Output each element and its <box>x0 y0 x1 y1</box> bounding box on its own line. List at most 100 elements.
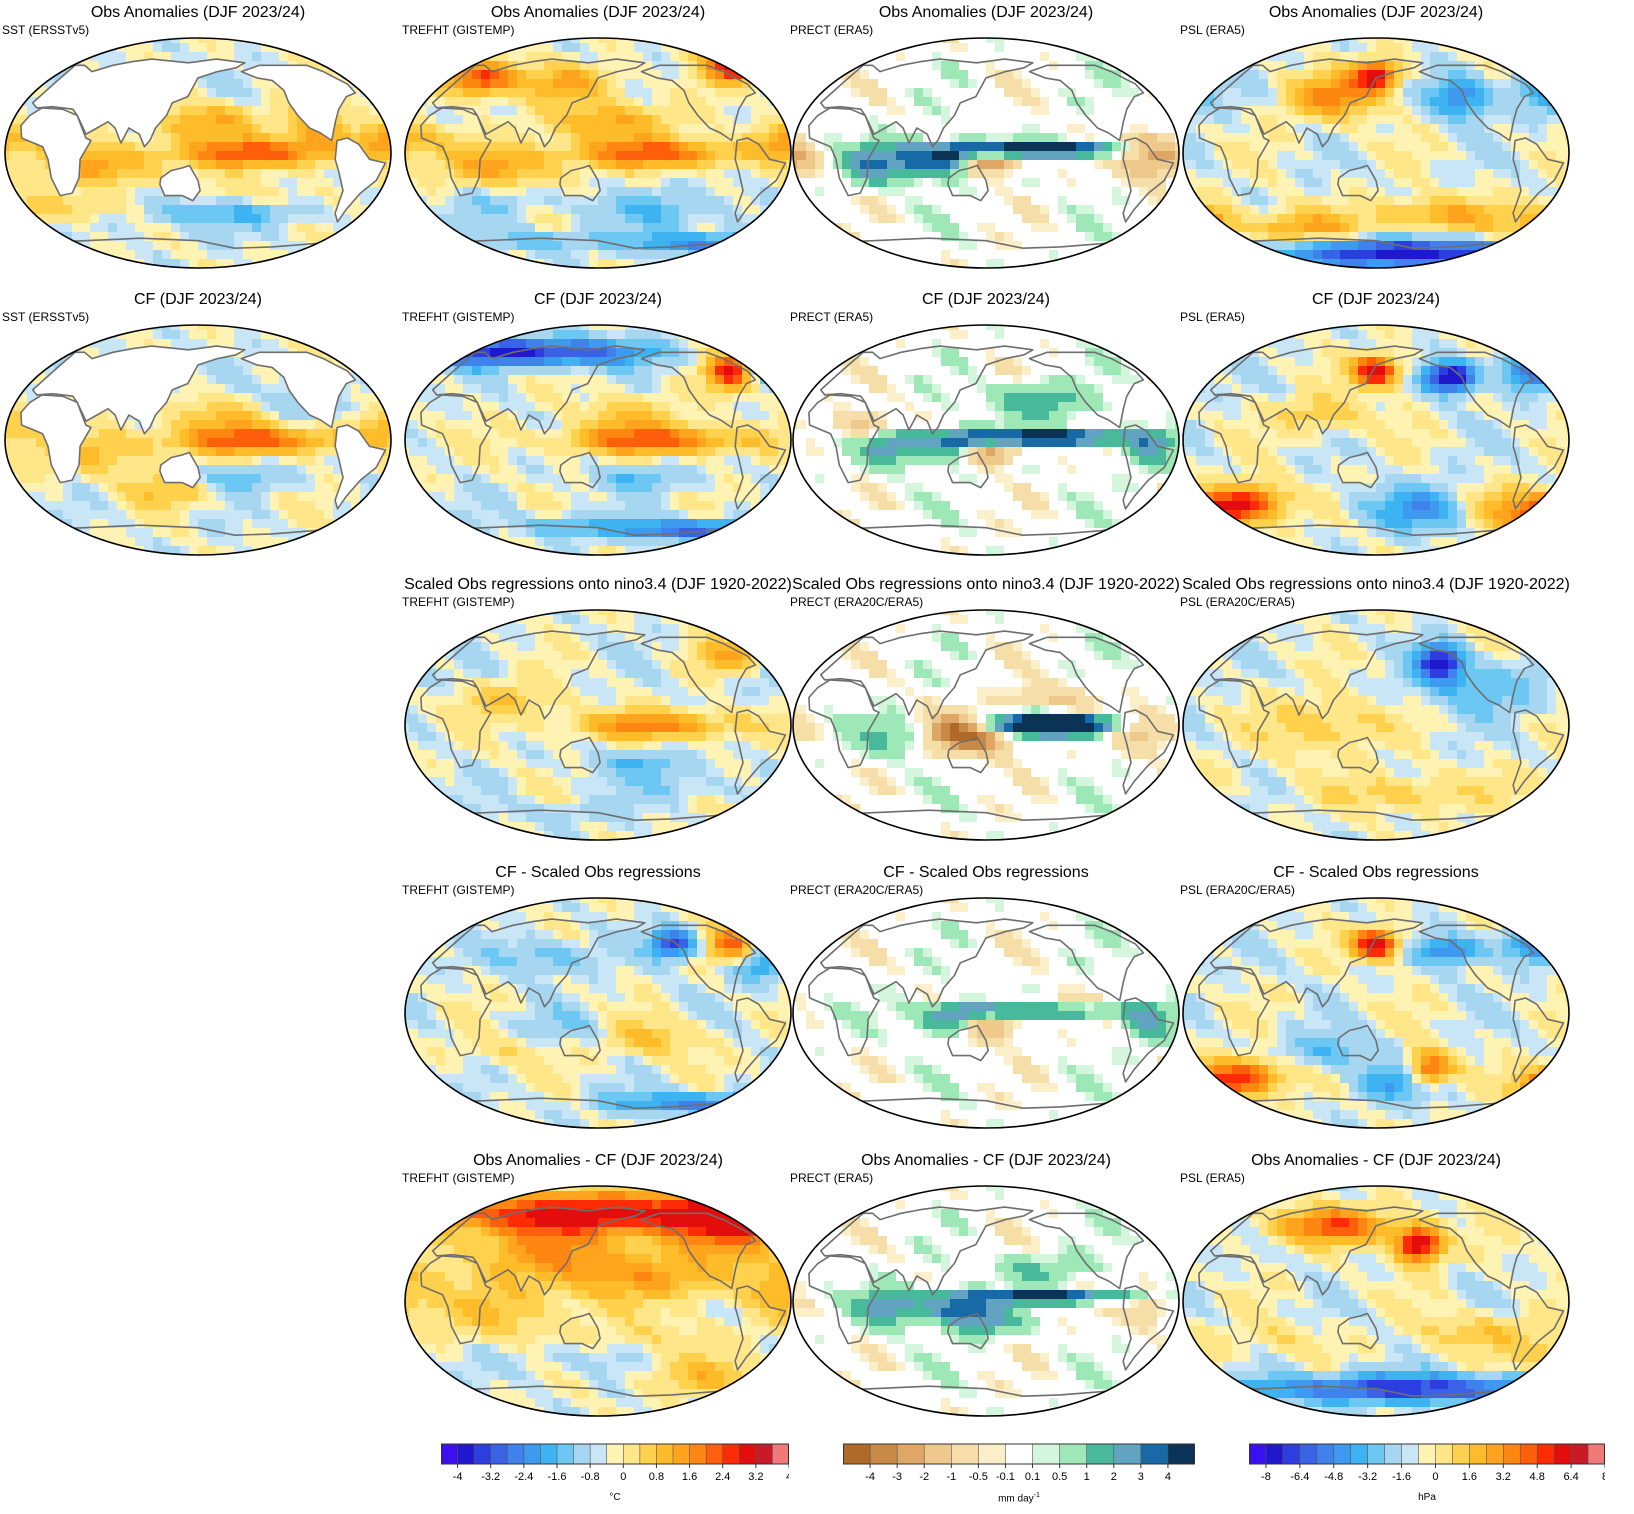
map-panel: CF (DJF 2023/24) TREFHT (GISTEMP) <box>400 287 796 559</box>
colorbar-tick-label: -0.1 <box>996 1471 1015 1482</box>
panel-title: Obs Anomalies (DJF 2023/24) <box>788 4 1184 22</box>
precipitation-colorbar: -4 -3 -2 -1 -0.5 -0.1 0.1 0.5 1 2 3 4 mm day-1 <box>843 1442 1195 1512</box>
colorbar-tick-label: 3.2 <box>748 1471 763 1482</box>
colorbar-swatch <box>689 1443 707 1465</box>
map-panel: CF (DJF 2023/24) PRECT (ERA5) <box>788 287 1184 559</box>
colorbar-swatch <box>523 1443 542 1465</box>
colorbar-swatch <box>1502 1443 1521 1465</box>
colorbar-swatch <box>755 1443 774 1465</box>
colorbar-swatch <box>556 1443 575 1465</box>
colorbar-swatch <box>1519 1443 1538 1465</box>
panel-title: Obs Anomalies - CF (DJF 2023/24) <box>788 1152 1184 1170</box>
map-boundary <box>792 897 1180 1129</box>
colorbar-swatch <box>1316 1443 1335 1465</box>
colorbar-tick-label: 0.5 <box>1052 1471 1067 1482</box>
colorbar-swatch <box>1384 1443 1403 1465</box>
colorbar-tick-label: -0.8 <box>581 1471 600 1482</box>
map-boundary <box>792 1185 1180 1417</box>
colorbar-swatch <box>772 1443 789 1465</box>
colorbar-swatch <box>1265 1443 1284 1465</box>
colorbar-tick-label: 0 <box>1432 1471 1438 1482</box>
colorbar-unit-label: mm day-1 <box>843 1492 1195 1504</box>
map-panel: Obs Anomalies - CF (DJF 2023/24) TREFHT (… <box>400 1148 796 1420</box>
colorbar-swatch <box>1367 1443 1386 1465</box>
colorbar-tick-label: -8 <box>1261 1471 1271 1482</box>
map-panel: Obs Anomalies - CF (DJF 2023/24) PSL (ERA… <box>1178 1148 1574 1420</box>
map-plot <box>1182 1185 1570 1417</box>
map-boundary <box>1182 1185 1570 1417</box>
panel-title: CF - Scaled Obs regressions <box>1178 864 1574 882</box>
map-boundary <box>1182 37 1570 269</box>
map-boundary <box>404 609 792 841</box>
colorbar-tick-label: -3.2 <box>481 1471 500 1482</box>
colorbar-swatch <box>1140 1443 1169 1465</box>
colorbar-swatch <box>978 1443 1007 1465</box>
map-plot <box>404 897 792 1129</box>
panel-variable-label: TREFHT (GISTEMP) <box>402 595 514 609</box>
colorbar-swatch <box>1418 1443 1437 1465</box>
colorbar-swatch <box>573 1443 591 1465</box>
map-panel: Obs Anomalies (DJF 2023/24) TREFHT (GISTE… <box>400 0 796 272</box>
panel-title: CF - Scaled Obs regressions <box>788 864 1184 882</box>
colorbar-swatches: -8 -6.4 -4.8 -3.2 -1.6 0 1.6 3.2 4.8 6.4 8 <box>1249 1443 1605 1482</box>
map-boundary <box>404 37 792 269</box>
colorbar-swatches: -4 -3 -2 -1 -0.5 -0.1 0.1 0.5 1 2 3 4 <box>843 1443 1195 1482</box>
colorbar-swatch <box>1333 1443 1352 1465</box>
colorbar-tick-label: 1.6 <box>1462 1471 1477 1482</box>
panel-title: Obs Anomalies (DJF 2023/24) <box>0 4 396 22</box>
map-plot <box>1182 324 1570 556</box>
colorbar-swatch <box>1553 1443 1572 1465</box>
temperature-colorbar: -4 -3.2 -2.4 -1.6 -0.8 0 0.8 1.6 2.4 3.2 4 °C <box>441 1442 789 1512</box>
map-plot <box>1182 897 1570 1129</box>
colorbar-tick-label: 2 <box>1111 1471 1117 1482</box>
map-panel: CF - Scaled Obs regressions TREFHT (GISTE… <box>400 860 796 1132</box>
panel-variable-label: TREFHT (GISTEMP) <box>402 883 514 897</box>
colorbar-swatch <box>606 1443 624 1465</box>
map-plot <box>404 609 792 841</box>
map-boundary <box>4 324 392 556</box>
map-panel: CF (DJF 2023/24) SST (ERSSTv5) <box>0 287 396 559</box>
panel-title: Scaled Obs regressions onto nino3.4 (DJF… <box>1178 576 1574 594</box>
colorbar-swatch <box>506 1443 525 1465</box>
map-boundary <box>404 1185 792 1417</box>
map-panel: Obs Anomalies (DJF 2023/24) PRECT (ERA5) <box>788 0 1184 272</box>
panel-variable-label: PRECT (ERA5) <box>790 310 873 324</box>
colorbar-swatch <box>473 1443 492 1465</box>
colorbar-swatch <box>490 1443 508 1465</box>
colorbar-swatch <box>457 1443 475 1465</box>
panel-variable-label: PRECT (ERA20C/ERA5) <box>790 595 923 609</box>
panel-title: Scaled Obs regressions onto nino3.4 (DJF… <box>788 576 1184 594</box>
colorbar-swatch <box>672 1443 691 1465</box>
map-plot <box>404 324 792 556</box>
map-panel: CF - Scaled Obs regressions PRECT (ERA20C… <box>788 860 1184 1132</box>
colorbar-swatch <box>1350 1443 1369 1465</box>
colorbar-swatch <box>1167 1443 1195 1465</box>
map-boundary <box>4 37 392 269</box>
map-boundary <box>404 324 792 556</box>
map-boundary <box>1182 897 1570 1129</box>
colorbar-tick-label: 4 <box>1165 1471 1171 1482</box>
pressure-colorbar: -8 -6.4 -4.8 -3.2 -1.6 0 1.6 3.2 4.8 6.4 8 hPa <box>1249 1442 1605 1512</box>
colorbar-swatch <box>705 1443 724 1465</box>
colorbar-tick-label: 1.6 <box>682 1471 697 1482</box>
colorbar-tick-label: 0.1 <box>1025 1471 1040 1482</box>
map-panel: Obs Anomalies (DJF 2023/24) PSL (ERA5) <box>1178 0 1574 272</box>
colorbar-swatch <box>1486 1443 1504 1465</box>
panel-variable-label: PSL (ERA20C/ERA5) <box>1180 883 1295 897</box>
colorbar-swatch <box>1536 1443 1555 1465</box>
colorbar-swatch <box>896 1443 925 1465</box>
panel-variable-label: PSL (ERA20C/ERA5) <box>1180 595 1295 609</box>
field-shading <box>405 898 791 1128</box>
panel-title: Obs Anomalies - CF (DJF 2023/24) <box>1178 1152 1574 1170</box>
panel-variable-label: PRECT (ERA20C/ERA5) <box>790 883 923 897</box>
colorbar-swatch <box>923 1443 952 1465</box>
panel-title: CF (DJF 2023/24) <box>400 291 796 309</box>
map-plot <box>792 37 1180 269</box>
colorbar-swatch <box>1005 1443 1034 1465</box>
panel-variable-label: SST (ERSSTv5) <box>2 310 89 324</box>
colorbar-tick-label: 4 <box>786 1471 789 1482</box>
colorbar-swatch <box>869 1443 898 1465</box>
map-plot <box>4 324 392 556</box>
colorbar-tick-label: 3 <box>1138 1471 1144 1482</box>
map-plot <box>404 37 792 269</box>
